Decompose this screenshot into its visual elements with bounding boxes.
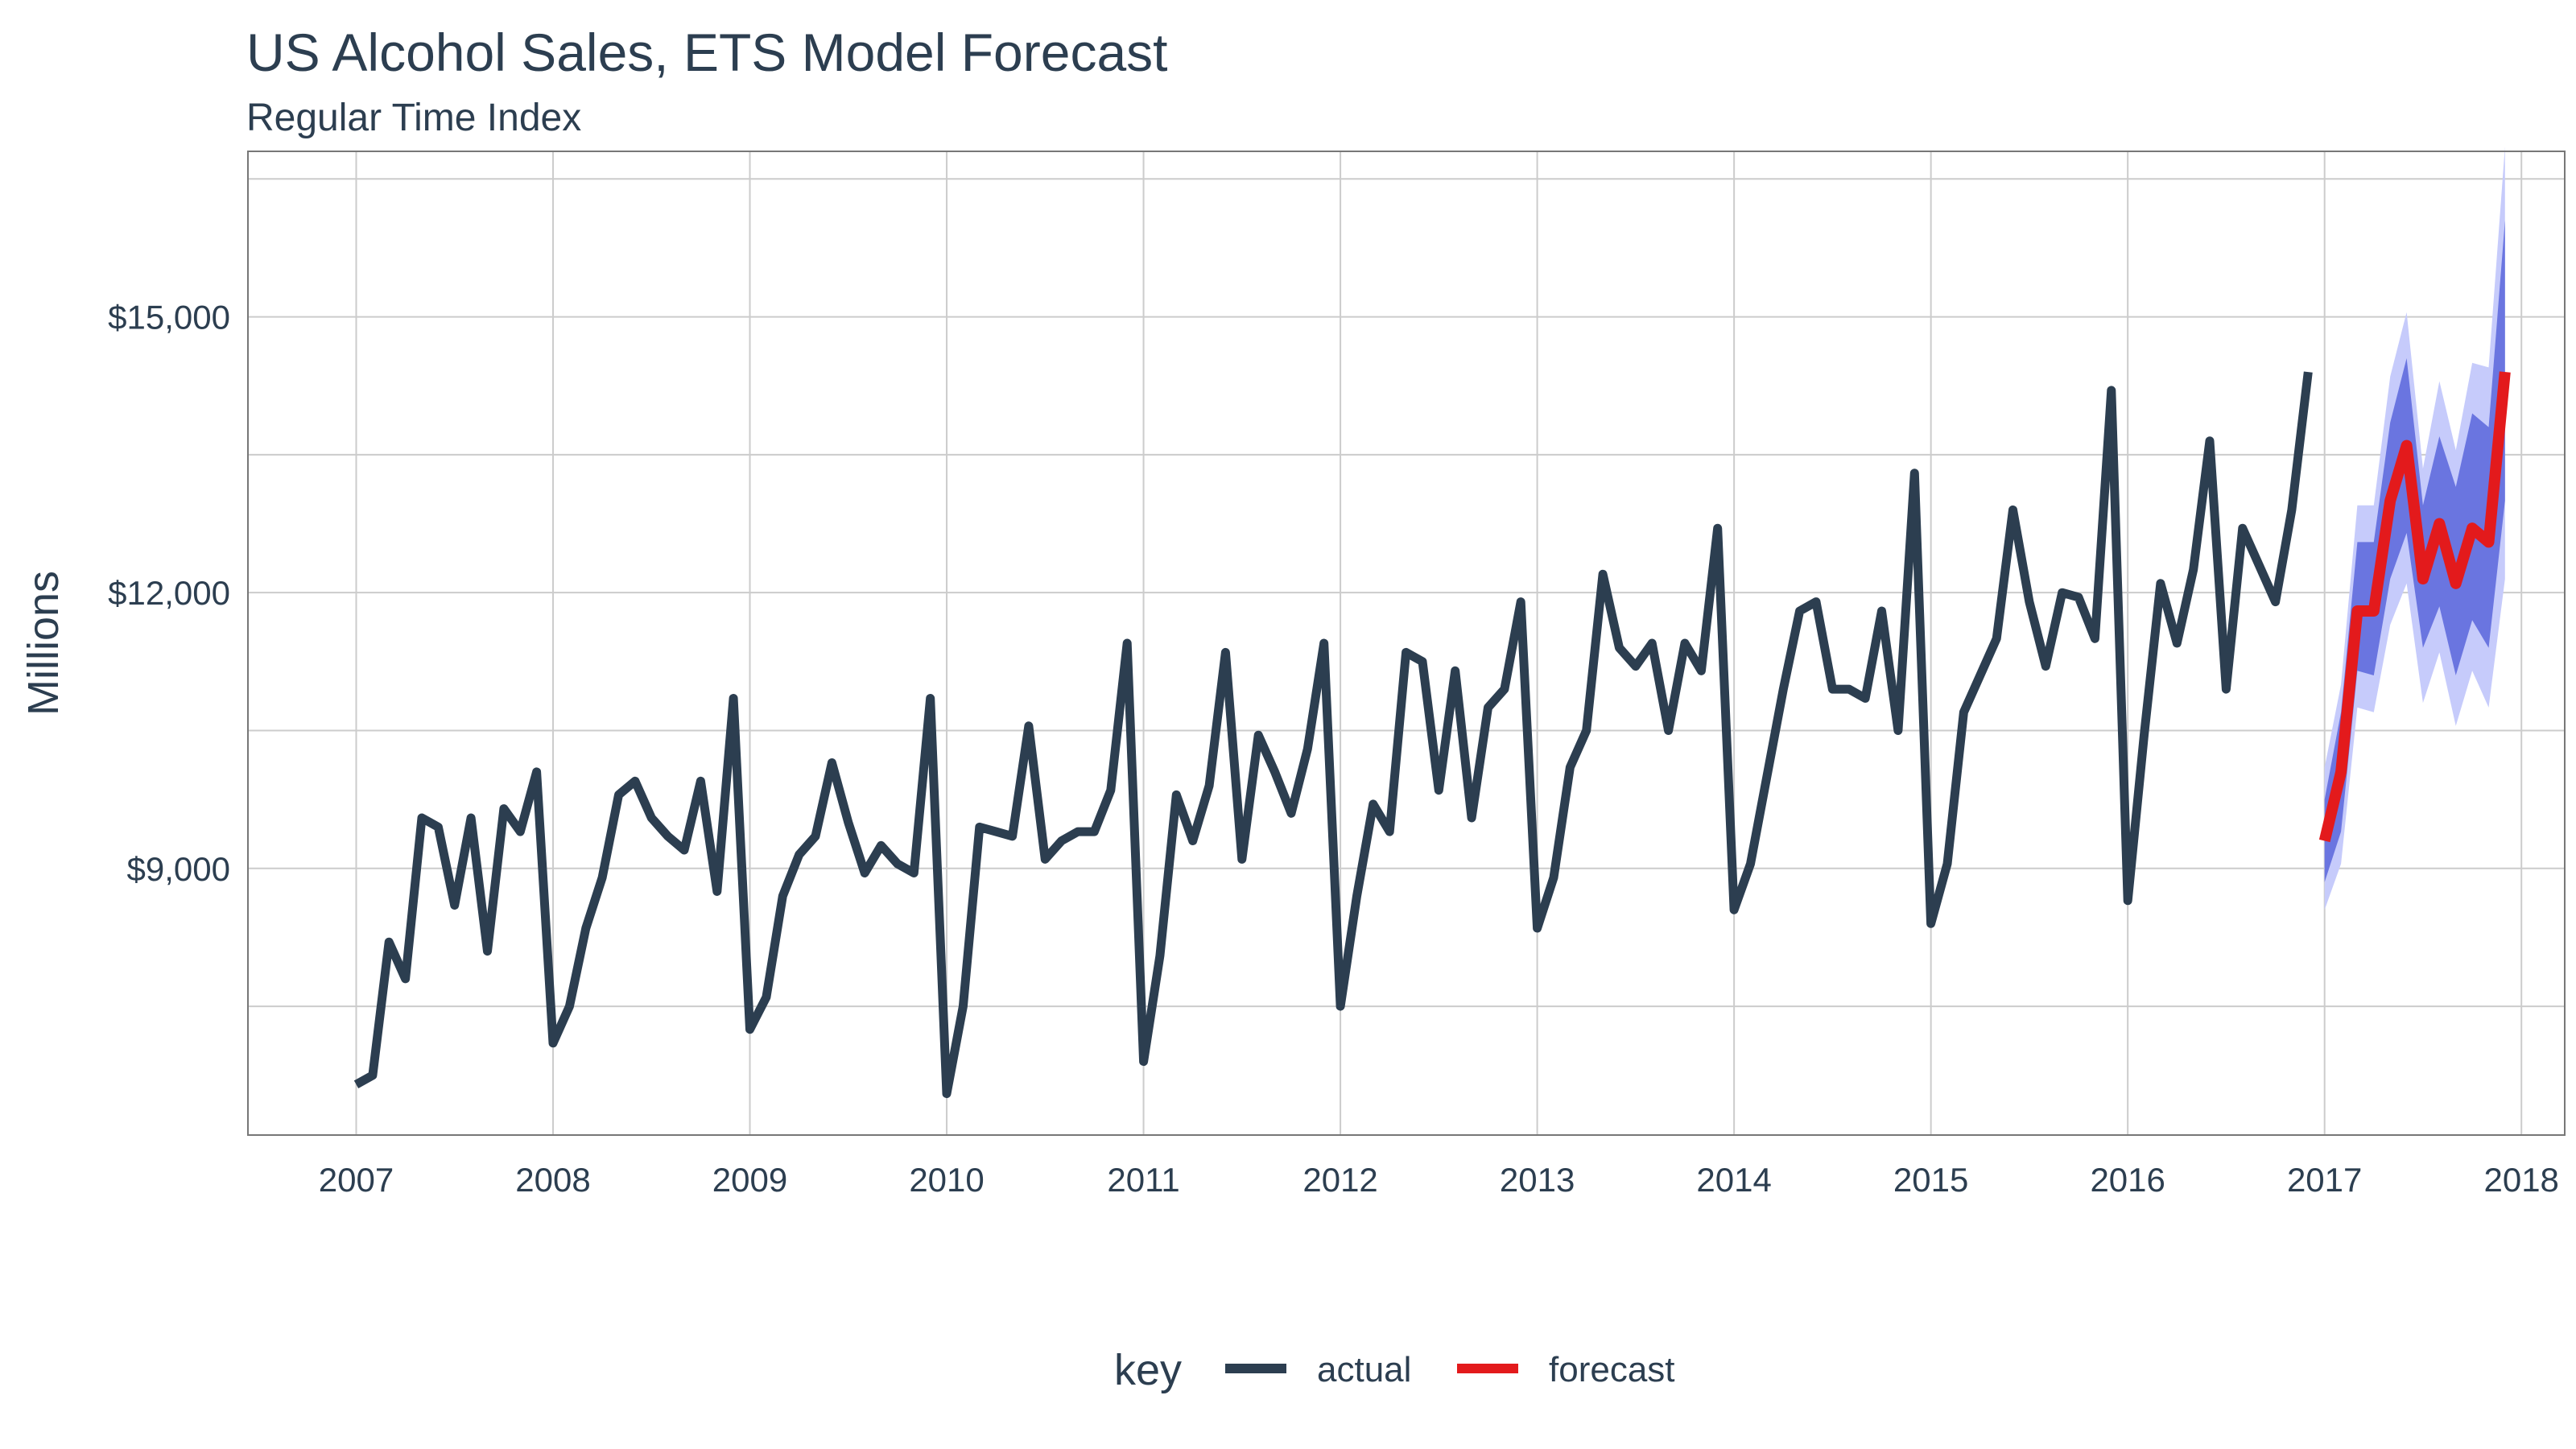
- x-tick-label: 2017: [2287, 1161, 2362, 1199]
- x-tick-label: 2011: [1107, 1161, 1179, 1199]
- series-line-actual: [353, 371, 2313, 1099]
- x-tick-label: 2018: [2483, 1161, 2558, 1199]
- x-tick-label: 2013: [1500, 1161, 1575, 1199]
- y-axis-ticks: $9,000 $12,000 $15,000: [108, 299, 230, 888]
- x-tick-label: 2016: [2090, 1161, 2165, 1199]
- y-tick-label: $9,000: [127, 850, 230, 888]
- series-lines: [353, 371, 2511, 1099]
- chart-subtitle: Regular Time Index: [246, 97, 581, 139]
- y-tick-label: $15,000: [108, 299, 230, 336]
- x-tick-label: 2012: [1302, 1161, 1377, 1199]
- plot-panel-border: [247, 151, 2566, 1136]
- y-axis-title: Millions: [19, 571, 68, 716]
- x-tick-label: 2014: [1696, 1161, 1771, 1199]
- legend-label-actual: actual: [1317, 1350, 1411, 1389]
- legend-label-forecast: forecast: [1549, 1350, 1675, 1389]
- x-tick-label: 2009: [712, 1161, 787, 1199]
- series-line-forecast: [2318, 371, 2511, 843]
- legend-title: key: [1114, 1346, 1182, 1394]
- grid: [248, 151, 2565, 1135]
- x-axis-ticks: 2007 2008 2009 2010 2011 2012 2013 2014 2015 2016…: [319, 1161, 2559, 1199]
- x-tick-label: 2010: [909, 1161, 984, 1199]
- y-tick-label: $12,000: [108, 574, 230, 612]
- x-tick-label: 2008: [515, 1161, 590, 1199]
- chart-title: US Alcohol Sales, ETS Model Forecast: [246, 23, 1168, 82]
- legend: key actual forecast: [1114, 1346, 1675, 1394]
- x-tick-label: 2007: [319, 1161, 394, 1199]
- x-tick-label: 2015: [1893, 1161, 1968, 1199]
